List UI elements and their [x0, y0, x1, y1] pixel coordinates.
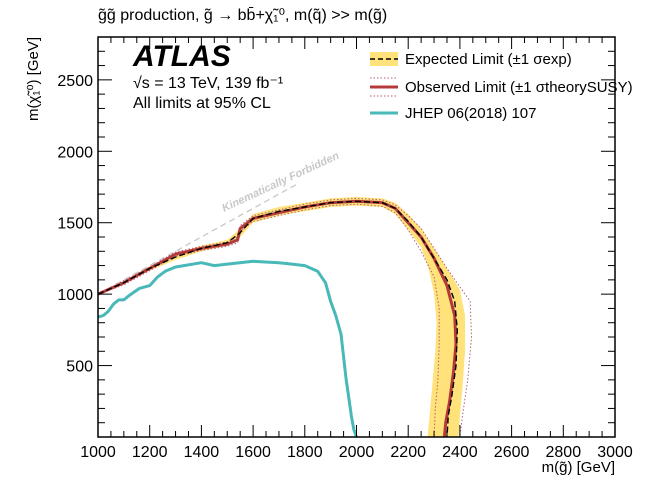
x-tick-label: 1200 [132, 444, 168, 461]
cl-text: All limits at 95% CL [133, 95, 271, 112]
x-axis: 1000 1200 1400 1600 1800 2000 2200 2400 2600 2800… [80, 37, 633, 461]
expected-band-layer [98, 197, 466, 437]
x-tick-label: 1800 [287, 444, 323, 461]
legend-expected-label: Expected Limit (±1 σexp) [405, 51, 572, 68]
previous-result-line [97, 259, 358, 438]
y-tick-label: 2000 [57, 144, 93, 161]
x-tick-label: 3000 [597, 444, 633, 461]
x-tick-label: 2000 [339, 444, 375, 461]
x-tick-label: 1600 [235, 444, 271, 461]
y-axis: 500 1000 1500 2000 2500 [57, 50, 615, 424]
y-tick-label: 1500 [57, 216, 93, 233]
y-axis-label: m(χ̃₁⁰) [GeV] [25, 37, 42, 121]
x-tick-label: 2200 [390, 444, 426, 461]
chart-title: g̃g̃ production, g̃ → bb̄+χ̃₁⁰, m(q̃) >>… [98, 7, 387, 24]
observed-theory-upper-line [97, 197, 472, 438]
energy-lumi-text: √s = 13 TeV, 139 fb⁻¹ [133, 75, 283, 92]
legend-expected-swatch-band [370, 52, 398, 66]
atlas-logo: ATLAS [132, 40, 231, 73]
legend-observed-label: Observed Limit (±1 σtheorySUSY) [405, 79, 633, 96]
legend: Expected Limit (±1 σexp) Observed Limit … [370, 51, 633, 122]
series-lines-layer [97, 197, 472, 438]
x-tick-label: 2800 [546, 444, 582, 461]
expected-limit-line [97, 200, 458, 438]
observed-theory-lower-line [97, 203, 440, 438]
y-tick-label: 1000 [57, 287, 93, 304]
observed-limit-line [97, 199, 458, 438]
x-tick-label: 1400 [184, 444, 220, 461]
legend-previous-label: JHEP 06(2018) 107 [405, 105, 536, 122]
x-axis-label: m(g̃) [GeV] [542, 459, 615, 476]
y-tick-label: 2500 [57, 73, 93, 90]
forbidden-diagonal-layer [97, 182, 299, 295]
x-tick-label: 1000 [80, 444, 116, 461]
x-tick-label: 2400 [442, 444, 478, 461]
expected-band [98, 197, 466, 437]
y-tick-label: 500 [66, 359, 93, 376]
kinematic-limit-line [97, 182, 299, 295]
x-tick-label: 2600 [494, 444, 530, 461]
